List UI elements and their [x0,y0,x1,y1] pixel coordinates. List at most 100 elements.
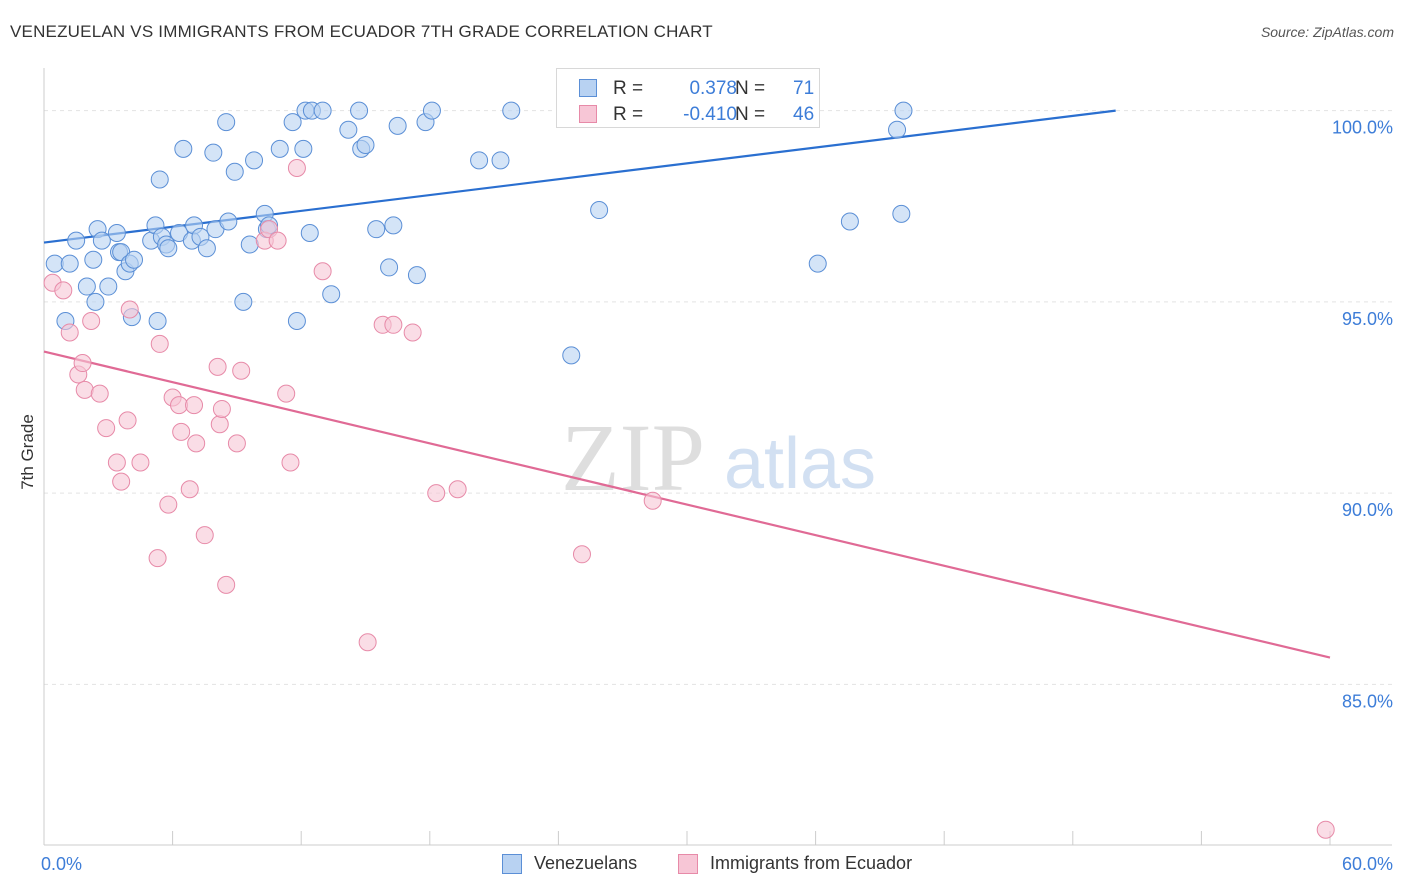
gridlines [44,110,1392,685]
y-tick-label: 100.0% [1332,118,1393,138]
stats-legend: R = 0.378 N = 71 R = -0.410 N = 46 [556,68,820,128]
data-point [54,281,73,300]
data-point [159,495,178,514]
data-point [367,220,386,239]
data-point [185,396,204,415]
data-point [107,453,126,472]
data-point [240,235,259,254]
data-point [82,311,101,330]
data-point [60,254,79,273]
data-point [197,239,216,258]
data-point [227,434,246,453]
n-label: N = [735,104,766,125]
data-point [159,239,178,258]
data-point [195,526,214,545]
pink-swatch [678,854,698,874]
chart-title: VENEZUELAN VS IMMIGRANTS FROM ECUADOR 7T… [10,22,713,41]
trend-line [43,109,1116,244]
data-point [120,300,139,319]
data-point [225,162,244,181]
data-point [281,453,300,472]
blue-swatch [502,854,522,874]
data-point [562,346,581,365]
data-point [356,136,375,155]
data-point [75,380,94,399]
data-point [384,216,403,235]
data-point [427,484,446,503]
data-point [300,224,319,242]
data-point [170,396,189,415]
axes [43,68,1392,846]
y-tick-label: 95.0% [1342,309,1393,329]
data-point [232,361,251,380]
r-value: -0.410 [683,104,737,125]
data-point [388,116,407,135]
data-point [888,120,907,139]
data-point [125,250,144,269]
data-point [73,354,92,373]
data-point [808,254,827,273]
tick-labels: 100.0% 95.0% 90.0% 85.0% 0.0% 60.0% [41,118,1393,874]
data-point [148,549,167,568]
data-point [84,250,103,269]
data-point [358,633,377,652]
data-point [99,277,118,296]
data-point [97,419,116,438]
data-point [245,151,264,170]
legend-label: Immigrants from Ecuador [710,853,913,873]
data-point [840,212,859,231]
source-label: Source: ZipAtlas.com [1260,24,1394,40]
data-point [294,139,313,158]
data-point [287,158,306,177]
x-tick-label: 60.0% [1342,854,1393,874]
data-point [219,212,238,231]
data-point [339,120,358,139]
data-point [643,491,662,510]
data-point [150,334,169,353]
data-point [118,411,137,430]
data-point [283,113,302,132]
data-point [380,258,399,277]
data-point [204,143,223,162]
data-point [90,384,109,403]
data-point [150,170,169,189]
data-point [403,323,422,342]
legend-label: Venezuelans [534,853,638,873]
pink-swatch [579,105,597,123]
data-point [422,101,441,120]
data-point [407,266,426,285]
x-tick-label: 0.0% [41,854,82,874]
data-point [1316,820,1335,839]
data-point [350,101,369,120]
data-point [491,151,510,170]
data-point [45,254,64,273]
data-point [92,231,111,250]
r-label: R = [613,78,644,99]
data-point [502,101,521,120]
data-point [77,277,96,296]
data-point [107,224,126,242]
blue-swatch [579,79,597,97]
data-point [313,262,332,281]
data-point [287,311,306,330]
y-tick-label: 85.0% [1342,691,1393,711]
data-point [187,434,206,453]
data-point [892,204,911,223]
n-label: N = [735,78,766,99]
data-point [67,231,86,250]
data-point [86,292,105,311]
data-point [448,480,467,499]
data-point [270,139,289,158]
data-point [277,384,296,403]
data-point [172,422,191,441]
r-value: 0.378 [689,78,737,99]
trend-lines [43,109,1331,659]
watermark-atlas: atlas [724,424,876,504]
data-point [894,101,913,120]
data-point [180,480,199,499]
data-point [208,357,227,376]
y-axis-label: 7th Grade [18,414,37,490]
r-label: R = [613,104,644,125]
data-point [322,285,341,304]
